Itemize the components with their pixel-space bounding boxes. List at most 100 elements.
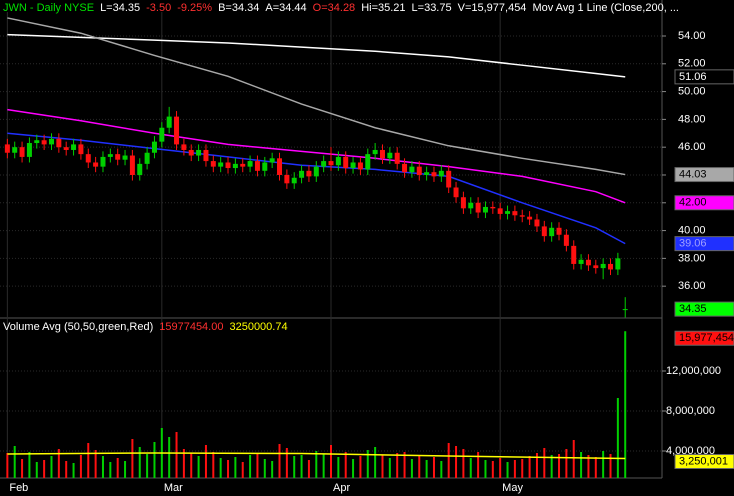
candle-body — [247, 161, 253, 167]
x-tick-label: Apr — [333, 482, 350, 494]
volume-bar — [594, 457, 597, 478]
volume-bar — [153, 442, 156, 478]
candle-body — [335, 156, 341, 166]
candle-body — [350, 162, 356, 169]
volume-bar — [6, 453, 9, 478]
candle-body — [107, 154, 113, 157]
volume-bar — [146, 454, 149, 478]
volume-bar — [219, 458, 222, 478]
candle-body — [122, 155, 128, 160]
candle-body — [144, 152, 150, 164]
candle-body — [48, 138, 54, 145]
volume-bar — [101, 456, 104, 478]
volume-bar — [410, 459, 413, 478]
volume-bar — [138, 447, 141, 478]
candle-body — [409, 166, 415, 173]
volume-bar — [609, 454, 612, 478]
candle-body — [41, 140, 47, 145]
volume-bar — [602, 451, 605, 478]
volume-bar — [13, 446, 16, 478]
volume-bar — [131, 439, 134, 478]
candle-body — [284, 174, 290, 184]
volume-bar — [587, 455, 590, 478]
candle-body — [321, 161, 327, 167]
candle-body — [365, 154, 371, 170]
candle-body — [379, 149, 385, 159]
candle-body — [563, 234, 569, 246]
candle-body — [218, 162, 224, 167]
candle-body — [431, 172, 437, 177]
x-tick-label: May — [502, 482, 523, 494]
volume-bar — [300, 455, 303, 478]
y-tick-label: 46.00 — [678, 141, 706, 153]
header-text: -3.50 — [146, 2, 171, 14]
header-text: V=15,977,454 — [458, 2, 527, 14]
volume-bar — [94, 450, 97, 478]
volume-bar — [307, 460, 310, 478]
volume-bar — [418, 455, 421, 478]
candle-body — [240, 163, 246, 167]
candle-body — [468, 202, 474, 209]
candle-body — [71, 144, 77, 150]
candle-body — [372, 149, 378, 155]
volume-bar — [190, 453, 193, 478]
candle-body — [166, 116, 172, 128]
volume-bar — [72, 463, 75, 478]
candle-body — [159, 127, 165, 142]
volume-bar — [425, 460, 428, 478]
volume-bar — [278, 444, 281, 478]
candle-body — [306, 170, 312, 177]
volume-bar — [234, 457, 237, 478]
volume-bar — [440, 461, 443, 478]
y-tick-label: 12,000,000 — [666, 365, 721, 377]
ma-value-label: 44.03 — [679, 168, 707, 180]
volume-legend-text: 3250000.74 — [229, 321, 287, 333]
candle-body — [129, 155, 135, 175]
moving-average-line — [7, 33, 626, 78]
candle-body — [181, 144, 187, 150]
candle-body — [203, 149, 209, 162]
volume-bar — [491, 461, 494, 478]
candle-body — [402, 163, 408, 173]
candle-body — [527, 216, 533, 220]
y-tick-label: 50.00 — [678, 85, 706, 97]
x-tick-label: Feb — [9, 482, 28, 494]
volume-average-line — [7, 452, 626, 460]
candle-body — [196, 149, 202, 156]
header-text: Mov Avg 1 Line (Close,200, ... — [532, 2, 679, 14]
volume-bar — [616, 398, 619, 478]
candle-body — [12, 147, 18, 153]
candle-body — [490, 206, 496, 209]
volume-bar — [366, 450, 369, 478]
volume-bar — [35, 462, 38, 478]
y-tick-label: 36.00 — [678, 280, 706, 292]
candle-body — [19, 147, 25, 157]
candle-body — [115, 154, 121, 160]
candle-body — [446, 170, 452, 188]
header-text: O=34.28 — [313, 2, 356, 14]
volume-bar — [204, 445, 207, 478]
candle-body — [313, 166, 319, 177]
volume-value-label-box — [674, 330, 734, 346]
candle-body — [343, 156, 349, 169]
candle-body — [100, 156, 106, 167]
volume-bar — [528, 456, 531, 478]
candle-body — [78, 144, 84, 155]
volume-bar — [337, 457, 340, 478]
volume-bar — [43, 460, 46, 478]
volume-bar — [352, 459, 355, 478]
volume-bar — [65, 461, 68, 478]
candle-body — [534, 219, 540, 227]
volume-value-label: 15,977,454 — [679, 332, 734, 344]
volume-bar — [28, 452, 31, 478]
candle-body — [232, 163, 238, 169]
volume-bar — [344, 452, 347, 478]
volume-bar — [116, 458, 119, 478]
header-text: L=34.35 — [100, 2, 140, 14]
volume-bar — [535, 453, 538, 478]
candle-body — [578, 259, 584, 264]
x-tick-label: Mar — [164, 482, 183, 494]
volume-bar — [381, 455, 384, 478]
